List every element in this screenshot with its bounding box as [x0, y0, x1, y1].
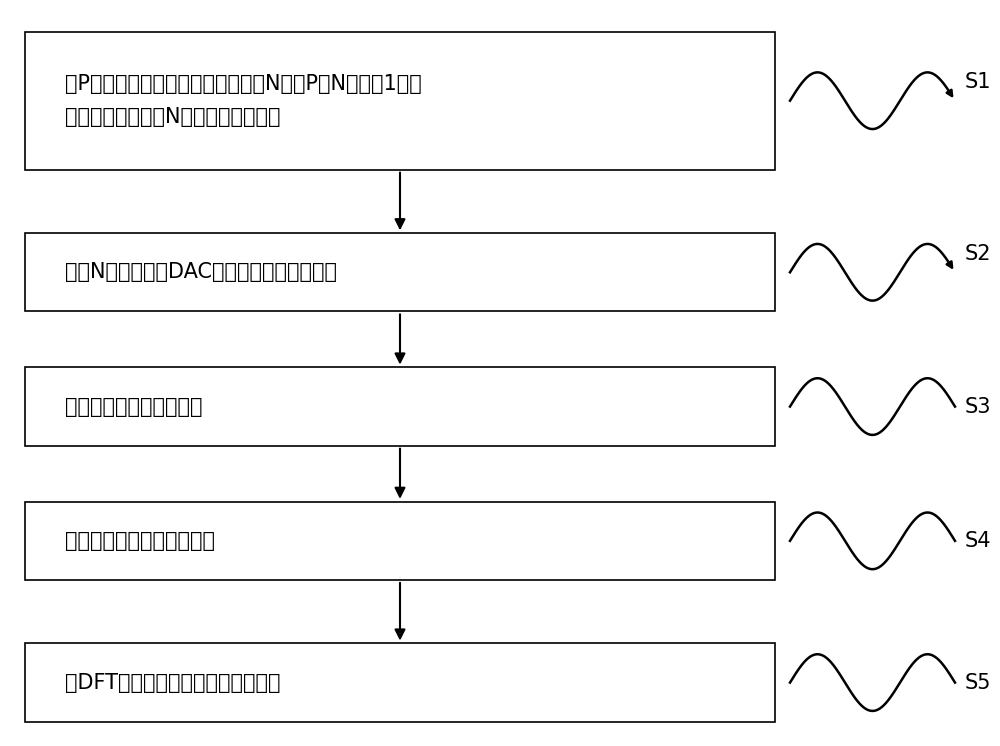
Bar [25, 233, 775, 312]
Text: 对上述两个波形做差分采样: 对上述两个波形做差分采样 [65, 531, 215, 551]
Text: 将这N个数据输入DAC产生一个周期的阶梯波: 将这N个数据输入DAC产生一个周期的阶梯波 [65, 263, 337, 282]
Text: S2: S2 [965, 244, 992, 263]
Text: S4: S4 [965, 531, 992, 551]
Text: 没有公约数，生成N个数据，即台阶值: 没有公约数，生成N个数据，即台阶值 [65, 107, 280, 128]
Bar [25, 31, 775, 170]
Bar [25, 367, 775, 445]
Text: 在DFT运算时只采用台阶中间的数据: 在DFT运算时只采用台阶中间的数据 [65, 673, 280, 692]
Text: S1: S1 [965, 72, 992, 92]
Text: 将P个周期的被测正弦电压信号等分N份，P和N之间除1之外: 将P个周期的被测正弦电压信号等分N份，P和N之间除1之外 [65, 74, 422, 94]
Text: 对阶梯波台阶电压值测量: 对阶梯波台阶电压值测量 [65, 397, 202, 416]
Text: S3: S3 [965, 397, 992, 416]
Bar [25, 501, 775, 580]
Bar [25, 643, 775, 722]
Text: S5: S5 [965, 673, 992, 692]
